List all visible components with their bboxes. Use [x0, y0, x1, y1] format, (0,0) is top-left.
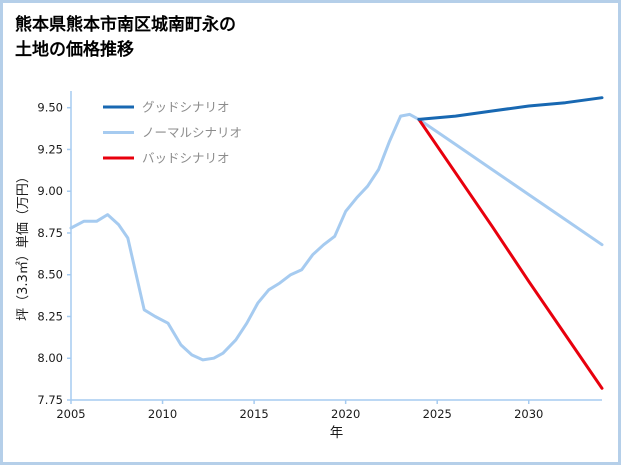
y-tick-label: 9.25: [37, 142, 63, 156]
legend-label-good: グッドシナリオ: [142, 100, 230, 115]
x-axis-label: 年: [330, 425, 344, 441]
x-tick-label: 2005: [56, 407, 85, 421]
x-tick-label: 2015: [239, 407, 268, 421]
x-tick-label: 2010: [148, 407, 177, 421]
series-line-bad: [417, 117, 604, 390]
legend-label-normal: ノーマルシナリオ: [142, 125, 242, 140]
y-tick-label: 8.25: [37, 309, 63, 323]
y-tick-label: 8.75: [37, 226, 63, 240]
series-line-good: [417, 96, 604, 121]
y-tick-label: 8.50: [37, 268, 63, 282]
chart-title-line1: 熊本県熊本市南区城南町永の: [15, 15, 236, 35]
chart-title: 熊本県熊本市南区城南町永の 土地の価格推移: [15, 13, 236, 62]
y-tick-label: 8.00: [37, 351, 63, 365]
y-tick-label: 9.50: [37, 101, 63, 115]
x-tick-label: 2020: [331, 407, 360, 421]
y-axis-label: 坪（3.3㎡）単価（万円）: [15, 170, 31, 321]
chart-title-line2: 土地の価格推移: [15, 39, 134, 60]
series-line-normal: [69, 112, 604, 362]
y-tick-label: 7.75: [37, 393, 63, 407]
legend-label-bad: バッドシナリオ: [142, 151, 230, 166]
chart-canvas: 7.75 8.00 8.25 8.50 8.75 9.00 9.25 9.50 2005 2010…: [15, 91, 604, 441]
x-tick-label: 2025: [423, 407, 452, 421]
x-tick-label: 2030: [514, 407, 543, 421]
y-tick-label: 9.00: [37, 184, 63, 198]
